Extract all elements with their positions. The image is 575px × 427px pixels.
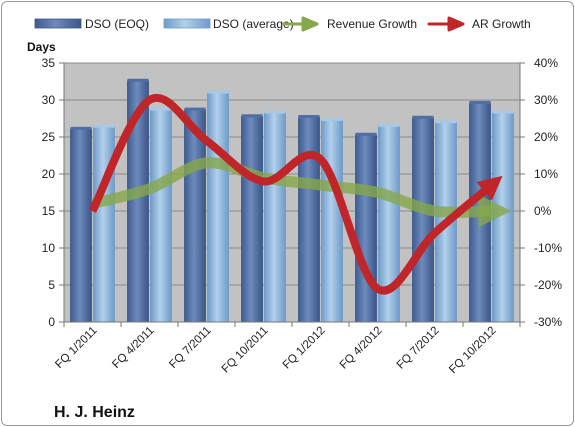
- company-name: H. J. Heinz: [54, 404, 135, 421]
- y2-tick-label: 0%: [534, 204, 552, 218]
- legend-arrow-ar-growth: [427, 16, 465, 32]
- y-tick-label: 30: [42, 93, 56, 107]
- y-tick-label: 25: [42, 130, 56, 144]
- legend: DSO (EOQ) DSO (average) Revenue Growth A…: [34, 16, 531, 32]
- bar-dso-eoq: [241, 114, 263, 323]
- y2-tick-label: -10%: [534, 241, 562, 255]
- y-tick-label: 0: [48, 315, 55, 329]
- x-tick-label: FQ 10/2011: [220, 325, 271, 376]
- bar-dso-average: [93, 124, 115, 323]
- x-tick-label: FQ 1/2012: [281, 325, 328, 372]
- legend-item-dso-eoq: DSO (EOQ): [34, 17, 149, 31]
- legend-item-ar-growth: AR Growth: [427, 16, 531, 32]
- axes: [59, 62, 525, 327]
- bar-dso-average: [321, 117, 343, 323]
- line-revenue-growth: [91, 157, 512, 228]
- bar-dso-average: [492, 110, 514, 323]
- x-tick-label: FQ 4/2012: [338, 325, 385, 372]
- legend-arrow-revenue-growth: [282, 16, 319, 32]
- legend-swatch-dso-average: [163, 18, 211, 29]
- x-tick-label: FQ 1/2011: [53, 325, 99, 371]
- category-ticks: FQ 1/2011 FQ 4/2011 FQ 7/2011 FQ 10/2011 FQ …: [53, 325, 498, 376]
- bar-dso-average: [150, 107, 172, 323]
- y2-tick-label: -20%: [534, 278, 562, 292]
- legend-label-ar-growth: AR Growth: [472, 17, 531, 31]
- legend-label-revenue-growth: Revenue Growth: [327, 17, 417, 31]
- right-axis-ticks: -30% -20% -10% 0% 10% 20% 30% 40%: [534, 56, 562, 329]
- legend-swatch-dso-eoq: [34, 18, 82, 29]
- line-ar-growth: [88, 93, 503, 295]
- bar-dso-eoq: [412, 115, 434, 323]
- x-tick-label: FQ 7/2012: [395, 325, 442, 372]
- growth-lines: [88, 93, 512, 295]
- y2-tick-label: 20%: [534, 130, 558, 144]
- legend-item-revenue-growth: Revenue Growth: [282, 16, 417, 32]
- x-tick-label: FQ 10/2012: [447, 325, 498, 376]
- bar-dso-eoq: [70, 126, 92, 323]
- legend-label-dso-eoq: DSO (EOQ): [85, 17, 149, 31]
- x-tick-label: FQ 4/2011: [110, 325, 156, 371]
- y2-tick-label: 10%: [534, 167, 558, 181]
- y-tick-label: 10: [42, 241, 56, 255]
- y2-tick-label: 40%: [534, 56, 558, 70]
- legend-item-dso-average: DSO (average): [163, 17, 294, 31]
- bar-dso-eoq: [298, 115, 320, 323]
- y-tick-label: 15: [42, 204, 56, 218]
- y-tick-label: 35: [42, 56, 56, 70]
- legend-label-dso-average: DSO (average): [213, 17, 294, 31]
- left-axis-ticks: 0 5 10 15 20 25 30 35: [42, 56, 56, 329]
- bar-dso-average: [207, 90, 229, 323]
- y2-tick-label: -30%: [534, 315, 562, 329]
- y-tick-label: 5: [48, 278, 55, 292]
- bar-dso-average: [264, 110, 286, 323]
- bar-dso-eoq: [355, 132, 377, 323]
- y-axis-title: Days: [27, 40, 56, 54]
- x-tick-label: FQ 7/2011: [167, 325, 213, 371]
- y2-tick-label: 30%: [534, 93, 558, 107]
- y-tick-label: 20: [42, 167, 56, 181]
